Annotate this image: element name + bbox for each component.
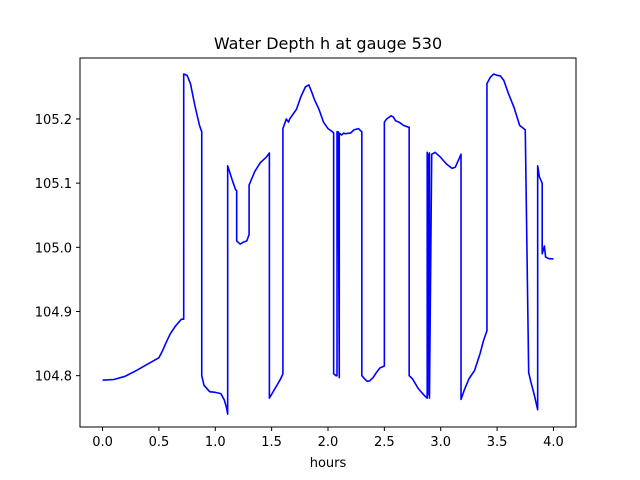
series-line-0	[102, 73, 554, 415]
y-tick-label: 105.1	[35, 177, 72, 192]
x-tick-label: 1.0	[205, 435, 226, 450]
x-tick-label: 3.5	[487, 435, 508, 450]
x-tick-label: 2.0	[318, 435, 339, 450]
y-axis: 104.8 104.9 105.0 105.1 105.2	[35, 113, 80, 385]
chart-title: Water Depth h at gauge 530	[214, 34, 442, 53]
y-tick-label: 104.8	[35, 370, 72, 385]
x-axis: 0.0 0.5 1.0 1.5 2.0 2.5 3.0 3.5 4.0	[92, 427, 564, 450]
x-tick-label: 1.5	[261, 435, 282, 450]
y-tick-label: 105.0	[35, 241, 72, 256]
y-tick-label: 104.9	[35, 305, 72, 320]
x-tick-label: 3.0	[430, 435, 451, 450]
x-axis-label: hours	[310, 456, 347, 471]
x-tick-label: 4.0	[543, 435, 564, 450]
y-tick-label: 105.2	[35, 113, 72, 128]
x-tick-label: 2.5	[374, 435, 395, 450]
x-tick-label: 0.5	[149, 435, 170, 450]
series-group	[102, 73, 554, 415]
x-tick-label: 0.0	[92, 435, 113, 450]
